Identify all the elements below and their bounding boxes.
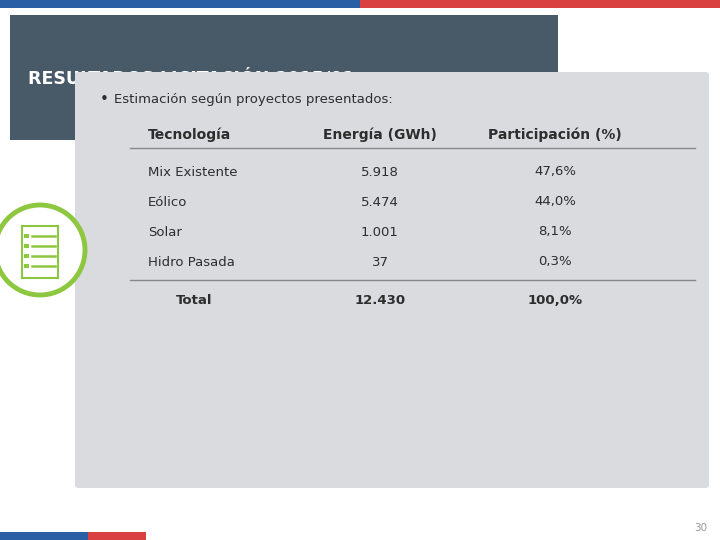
Bar [24, 234, 29, 238]
Circle shape [0, 205, 85, 295]
Text: Solar: Solar [148, 226, 182, 239]
Text: Energía (GWh): Energía (GWh) [323, 128, 437, 142]
Text: Eólico: Eólico [148, 195, 187, 208]
Bar [24, 244, 29, 248]
Text: 44,0%: 44,0% [534, 195, 576, 208]
Text: Mix Existente: Mix Existente [148, 165, 238, 179]
Text: Tecnología: Tecnología [148, 128, 231, 142]
Text: RESULTADOS LICITACIÓN 2015/01: RESULTADOS LICITACIÓN 2015/01 [28, 69, 354, 87]
Text: 5.918: 5.918 [361, 165, 399, 179]
Text: 47,6%: 47,6% [534, 165, 576, 179]
Bar [0, 532, 88, 540]
FancyBboxPatch shape [10, 15, 558, 140]
FancyBboxPatch shape [22, 226, 58, 278]
Text: 0,3%: 0,3% [538, 255, 572, 268]
Text: Total: Total [176, 294, 212, 307]
Text: Estimación según proyectos presentados:: Estimación según proyectos presentados: [114, 93, 392, 106]
Text: 30: 30 [694, 523, 707, 533]
Text: 37: 37 [372, 255, 389, 268]
Bar [88, 532, 146, 540]
Bar [360, 0, 720, 8]
Text: 100,0%: 100,0% [528, 294, 582, 307]
Text: Participación (%): Participación (%) [488, 128, 622, 142]
Text: 8,1%: 8,1% [538, 226, 572, 239]
Text: •: • [100, 92, 109, 107]
Text: Hidro Pasada: Hidro Pasada [148, 255, 235, 268]
Bar [24, 264, 29, 268]
Text: 1.001: 1.001 [361, 226, 399, 239]
FancyBboxPatch shape [75, 72, 709, 488]
Text: 12.430: 12.430 [354, 294, 405, 307]
Bar [0, 0, 360, 8]
Bar [24, 254, 29, 258]
Text: 5.474: 5.474 [361, 195, 399, 208]
